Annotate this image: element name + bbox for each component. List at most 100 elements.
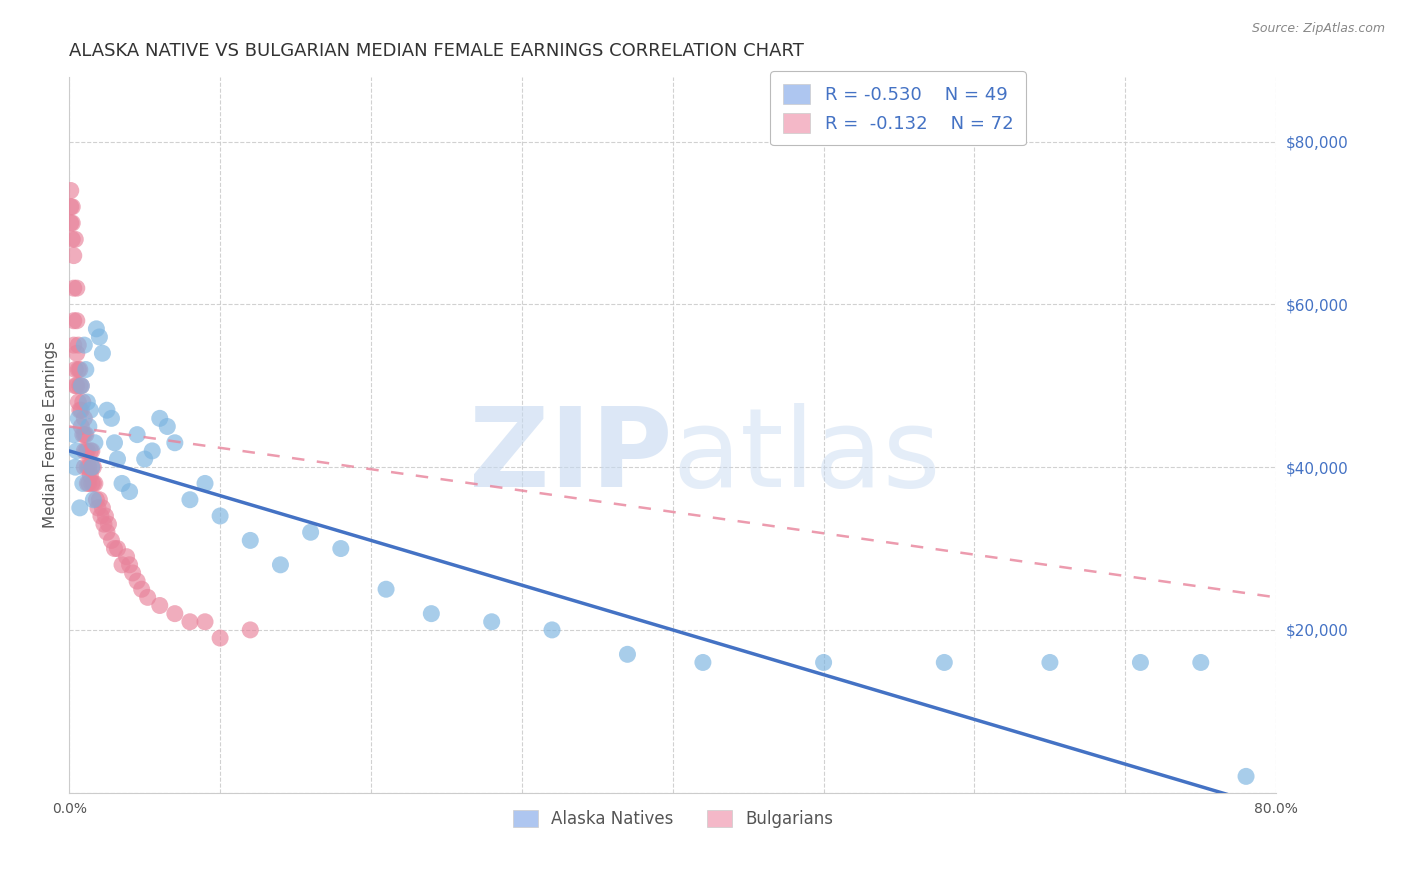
Point (239, 623, 262, 637)
Point (107, 452, 129, 467)
Point (111, 558, 134, 572)
Point (72, 476, 94, 491)
Point (79, 443, 101, 458)
Point (59, 216, 82, 230)
Point (156, 419, 179, 434)
Point (66, 281, 89, 295)
Point (163, 435, 186, 450)
Point (70, 403, 93, 417)
Text: ZIP: ZIP (470, 402, 672, 509)
Text: Source: ZipAtlas.com: Source: ZipAtlas.com (1251, 22, 1385, 36)
Point (127, 574, 149, 588)
Point (83, 435, 105, 450)
Point (127, 427, 149, 442)
Point (209, 508, 232, 523)
Point (179, 492, 201, 507)
Point (76, 443, 98, 458)
Point (107, 541, 129, 556)
Point (121, 566, 143, 580)
Point (481, 615, 503, 629)
Point (1234, 769, 1257, 783)
Point (62, 249, 84, 263)
Point (91, 500, 114, 515)
Point (80, 443, 103, 458)
Point (179, 615, 201, 629)
Point (149, 411, 172, 425)
Point (77, 419, 100, 434)
Point (209, 631, 232, 645)
Point (91, 346, 114, 360)
Point (103, 541, 125, 556)
Point (69, 500, 91, 515)
Point (67, 411, 90, 425)
Point (65, 232, 87, 246)
Point (149, 599, 172, 613)
Point (66, 443, 89, 458)
Point (60, 200, 83, 214)
Point (90, 508, 112, 523)
Point (82, 460, 104, 475)
Point (111, 476, 134, 491)
Point (75, 427, 97, 442)
Point (62, 427, 84, 442)
Point (131, 582, 153, 597)
Point (134, 452, 156, 467)
Point (118, 558, 141, 572)
Point (86, 492, 108, 507)
Legend: Alaska Natives, Bulgarians: Alaska Natives, Bulgarians (506, 803, 839, 834)
Point (83, 476, 105, 491)
Point (75, 362, 97, 376)
Point (76, 460, 98, 475)
Point (100, 411, 122, 425)
Point (77, 476, 100, 491)
Point (77, 460, 100, 475)
Text: ALASKA NATIVE VS BULGARIAN MEDIAN FEMALE EARNINGS CORRELATION CHART: ALASKA NATIVE VS BULGARIAN MEDIAN FEMALE… (69, 42, 804, 60)
Point (616, 648, 638, 662)
Point (97, 517, 120, 532)
Text: atlas: atlas (672, 402, 941, 509)
Point (66, 346, 89, 360)
Point (65, 460, 87, 475)
Point (163, 607, 186, 621)
Point (75, 443, 97, 458)
Point (73, 427, 96, 442)
Point (72, 395, 94, 409)
Point (194, 476, 217, 491)
Point (60, 216, 83, 230)
Point (67, 338, 90, 352)
Point (80, 476, 103, 491)
Point (62, 338, 84, 352)
Point (136, 591, 159, 605)
Point (94, 508, 117, 523)
Point (269, 558, 291, 572)
Point (80, 460, 103, 475)
Point (65, 362, 87, 376)
Point (79, 403, 101, 417)
Point (141, 443, 163, 458)
Point (239, 533, 262, 548)
Point (73, 338, 96, 352)
Point (86, 322, 108, 336)
Point (76, 476, 98, 491)
Point (73, 460, 96, 475)
Point (59, 200, 82, 214)
Point (420, 607, 443, 621)
Point (813, 656, 835, 670)
Point (194, 615, 217, 629)
Point (692, 656, 714, 670)
Point (96, 525, 118, 540)
Point (118, 484, 141, 499)
Point (69, 379, 91, 393)
Point (70, 379, 93, 393)
Point (60, 232, 83, 246)
Point (66, 379, 89, 393)
Point (73, 443, 96, 458)
Point (69, 403, 91, 417)
Point (89, 492, 111, 507)
Point (100, 533, 122, 548)
Point (62, 314, 84, 328)
Point (1129, 656, 1152, 670)
Point (329, 541, 352, 556)
Point (70, 379, 93, 393)
Point (299, 525, 322, 540)
